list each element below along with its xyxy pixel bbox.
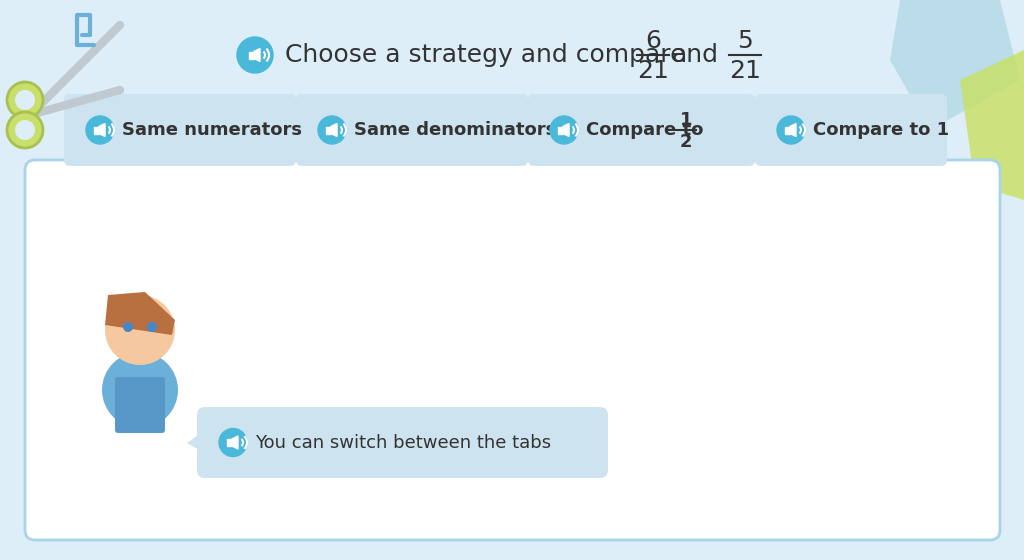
Bar	[249, 52, 254, 58]
Bar	[227, 439, 232, 446]
Circle shape	[237, 37, 273, 73]
Text: Same numerators: Same numerators	[122, 121, 302, 139]
FancyBboxPatch shape	[63, 94, 296, 166]
FancyBboxPatch shape	[197, 407, 608, 478]
FancyBboxPatch shape	[25, 160, 1000, 540]
Text: Same denominators: Same denominators	[354, 121, 556, 139]
Text: 21: 21	[729, 59, 761, 83]
Text: 21: 21	[637, 59, 669, 83]
Bar	[785, 127, 790, 133]
Circle shape	[7, 112, 43, 148]
Polygon shape	[254, 49, 260, 62]
Text: 5: 5	[737, 29, 753, 53]
Text: Compare to 1: Compare to 1	[813, 121, 949, 139]
FancyBboxPatch shape	[528, 94, 755, 166]
Text: 6: 6	[645, 29, 662, 53]
Circle shape	[550, 116, 578, 144]
Polygon shape	[331, 124, 337, 137]
Text: and: and	[672, 43, 719, 67]
Circle shape	[7, 82, 43, 118]
FancyBboxPatch shape	[296, 94, 528, 166]
Polygon shape	[890, 0, 1020, 130]
Circle shape	[219, 428, 247, 456]
FancyBboxPatch shape	[755, 94, 947, 166]
Circle shape	[15, 120, 35, 140]
Text: You can switch between the tabs: You can switch between the tabs	[255, 433, 551, 451]
Text: Choose a strategy and compare: Choose a strategy and compare	[285, 43, 685, 67]
Text: Compare to: Compare to	[586, 121, 710, 139]
Circle shape	[123, 322, 133, 332]
Polygon shape	[105, 292, 175, 335]
Bar	[326, 127, 331, 133]
Polygon shape	[961, 50, 1024, 200]
Circle shape	[147, 322, 157, 332]
Polygon shape	[187, 430, 205, 453]
Circle shape	[102, 352, 178, 428]
Text: 1: 1	[680, 111, 692, 129]
Polygon shape	[99, 124, 105, 137]
Polygon shape	[0, 0, 145, 145]
Circle shape	[105, 295, 175, 365]
Bar	[94, 127, 99, 133]
Circle shape	[86, 116, 114, 144]
Polygon shape	[563, 124, 569, 137]
Circle shape	[318, 116, 346, 144]
Circle shape	[777, 116, 805, 144]
FancyBboxPatch shape	[115, 377, 165, 433]
Text: 2: 2	[680, 133, 692, 151]
Polygon shape	[790, 124, 796, 137]
Circle shape	[15, 90, 35, 110]
Bar	[558, 127, 563, 133]
Polygon shape	[232, 436, 238, 449]
